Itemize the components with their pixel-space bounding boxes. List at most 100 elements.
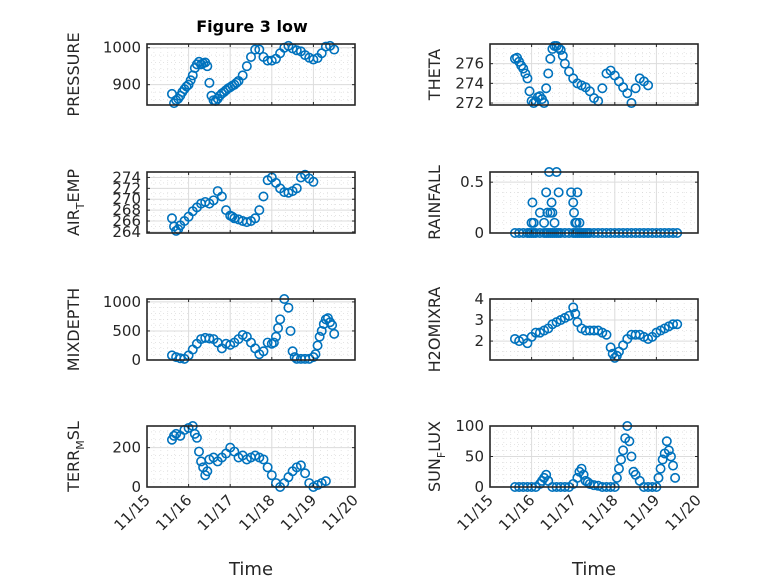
- axes-box: [489, 171, 699, 234]
- axes-box: [146, 425, 356, 488]
- data-point: [194, 446, 205, 457]
- data-point: [520, 68, 531, 79]
- y-axis-label-rest: LUX: [425, 421, 444, 452]
- data-point: [668, 460, 679, 471]
- y-tick-label: 0: [474, 224, 484, 242]
- data-point: [549, 217, 560, 228]
- data-point: [624, 436, 635, 447]
- data-point: [559, 58, 570, 69]
- data-point: [541, 469, 552, 480]
- data-point: [227, 211, 238, 222]
- data-point: [202, 466, 213, 477]
- y-tick-label: 276: [455, 55, 484, 73]
- data-point: [653, 472, 664, 483]
- data-point: [285, 325, 296, 336]
- data-point: [185, 75, 196, 86]
- axes-box: [146, 43, 356, 106]
- y-tick-label: 900: [112, 76, 141, 94]
- data-point: [258, 454, 269, 465]
- y-tick-label: 0: [474, 478, 484, 496]
- x-tick-label: 11/17: [537, 491, 580, 534]
- data-point: [542, 207, 553, 218]
- y-axis-label-main: RAINFALL: [425, 165, 444, 240]
- axes-mixdepth: 0 500 1000 MIXDEPTH: [64, 288, 356, 371]
- data-point: [597, 83, 608, 94]
- y-tick-label: 50: [465, 448, 484, 466]
- data-point: [329, 328, 340, 339]
- data-point: [568, 302, 579, 313]
- y-axis-label: RAINFALL: [425, 165, 444, 240]
- x-tick-label: 11/19: [277, 491, 320, 534]
- data-point: [616, 454, 627, 465]
- data-point: [266, 470, 277, 481]
- x-tick-label: 11/18: [578, 491, 621, 534]
- data-point: [314, 331, 325, 342]
- data-point: [287, 346, 298, 357]
- data-point: [618, 445, 629, 456]
- data-point: [555, 44, 566, 55]
- data-point: [661, 436, 672, 447]
- y-axis-label-main: PRESSURE: [64, 32, 83, 116]
- x-tick-label: 11/18: [235, 491, 278, 534]
- y-axis-label-main: TERR: [64, 450, 83, 493]
- y-axis-label-rest: EMP: [64, 169, 83, 203]
- data-point: [568, 197, 579, 208]
- y-tick-label: 2: [474, 332, 484, 350]
- axes-h2omixra: 2 3 4 H2OMIXRA: [425, 287, 699, 373]
- data-point: [208, 195, 219, 206]
- data-point: [320, 41, 331, 52]
- data-point: [572, 187, 583, 198]
- data-point: [571, 217, 582, 228]
- data-point: [216, 191, 227, 202]
- y-axis-label-subscript: F: [435, 452, 448, 458]
- y-tick-label: 4: [474, 290, 484, 308]
- data-point: [553, 187, 564, 198]
- data-point: [541, 187, 552, 198]
- data-point: [254, 205, 265, 216]
- data-point: [657, 454, 668, 465]
- data-point: [300, 468, 311, 479]
- data-point: [539, 217, 550, 228]
- data-point: [539, 98, 550, 109]
- axes-box: [489, 298, 699, 361]
- x-tick-label: 11/20: [319, 491, 362, 534]
- axes-pressure: 900 1000 PRESSURE: [64, 32, 356, 117]
- data-point: [672, 319, 683, 330]
- y-axis-label: SUNFLUX: [425, 421, 448, 492]
- y-tick-label: 272: [112, 179, 141, 197]
- y-axis-label-main: AIR: [64, 209, 83, 236]
- data-point: [534, 207, 545, 218]
- data-point: [665, 451, 676, 462]
- data-point: [622, 88, 633, 99]
- y-axis-label-main: H2OMIXRA: [425, 287, 444, 373]
- y-tick-label: 100: [455, 417, 484, 435]
- data-point: [289, 352, 300, 363]
- data-point: [204, 77, 215, 88]
- data-point: [258, 346, 269, 357]
- data-point: [545, 53, 556, 64]
- data-point: [576, 463, 587, 474]
- data-point: [566, 187, 577, 198]
- x-tick-label: 11/16: [495, 491, 538, 534]
- data-point: [528, 217, 539, 228]
- data-point: [308, 176, 319, 187]
- y-axis-label: H2OMIXRA: [425, 287, 444, 373]
- y-axis-label-main: MIXDEPTH: [64, 288, 83, 371]
- y-tick-label: 0.5: [460, 173, 484, 191]
- y-axis-label-subscript: M: [74, 440, 87, 450]
- y-tick-label: 264: [112, 223, 141, 241]
- x-tick-label: 11/20: [662, 491, 705, 534]
- data-point: [578, 469, 589, 480]
- data-point: [275, 314, 286, 325]
- y-tick-label: 0: [131, 478, 141, 496]
- data-point: [663, 445, 674, 456]
- data-point: [527, 197, 538, 208]
- data-point: [291, 183, 302, 194]
- data-point: [613, 463, 624, 474]
- y-axis-label: AIRTEMP: [64, 169, 87, 236]
- data-point: [522, 73, 533, 84]
- data-point: [291, 45, 302, 56]
